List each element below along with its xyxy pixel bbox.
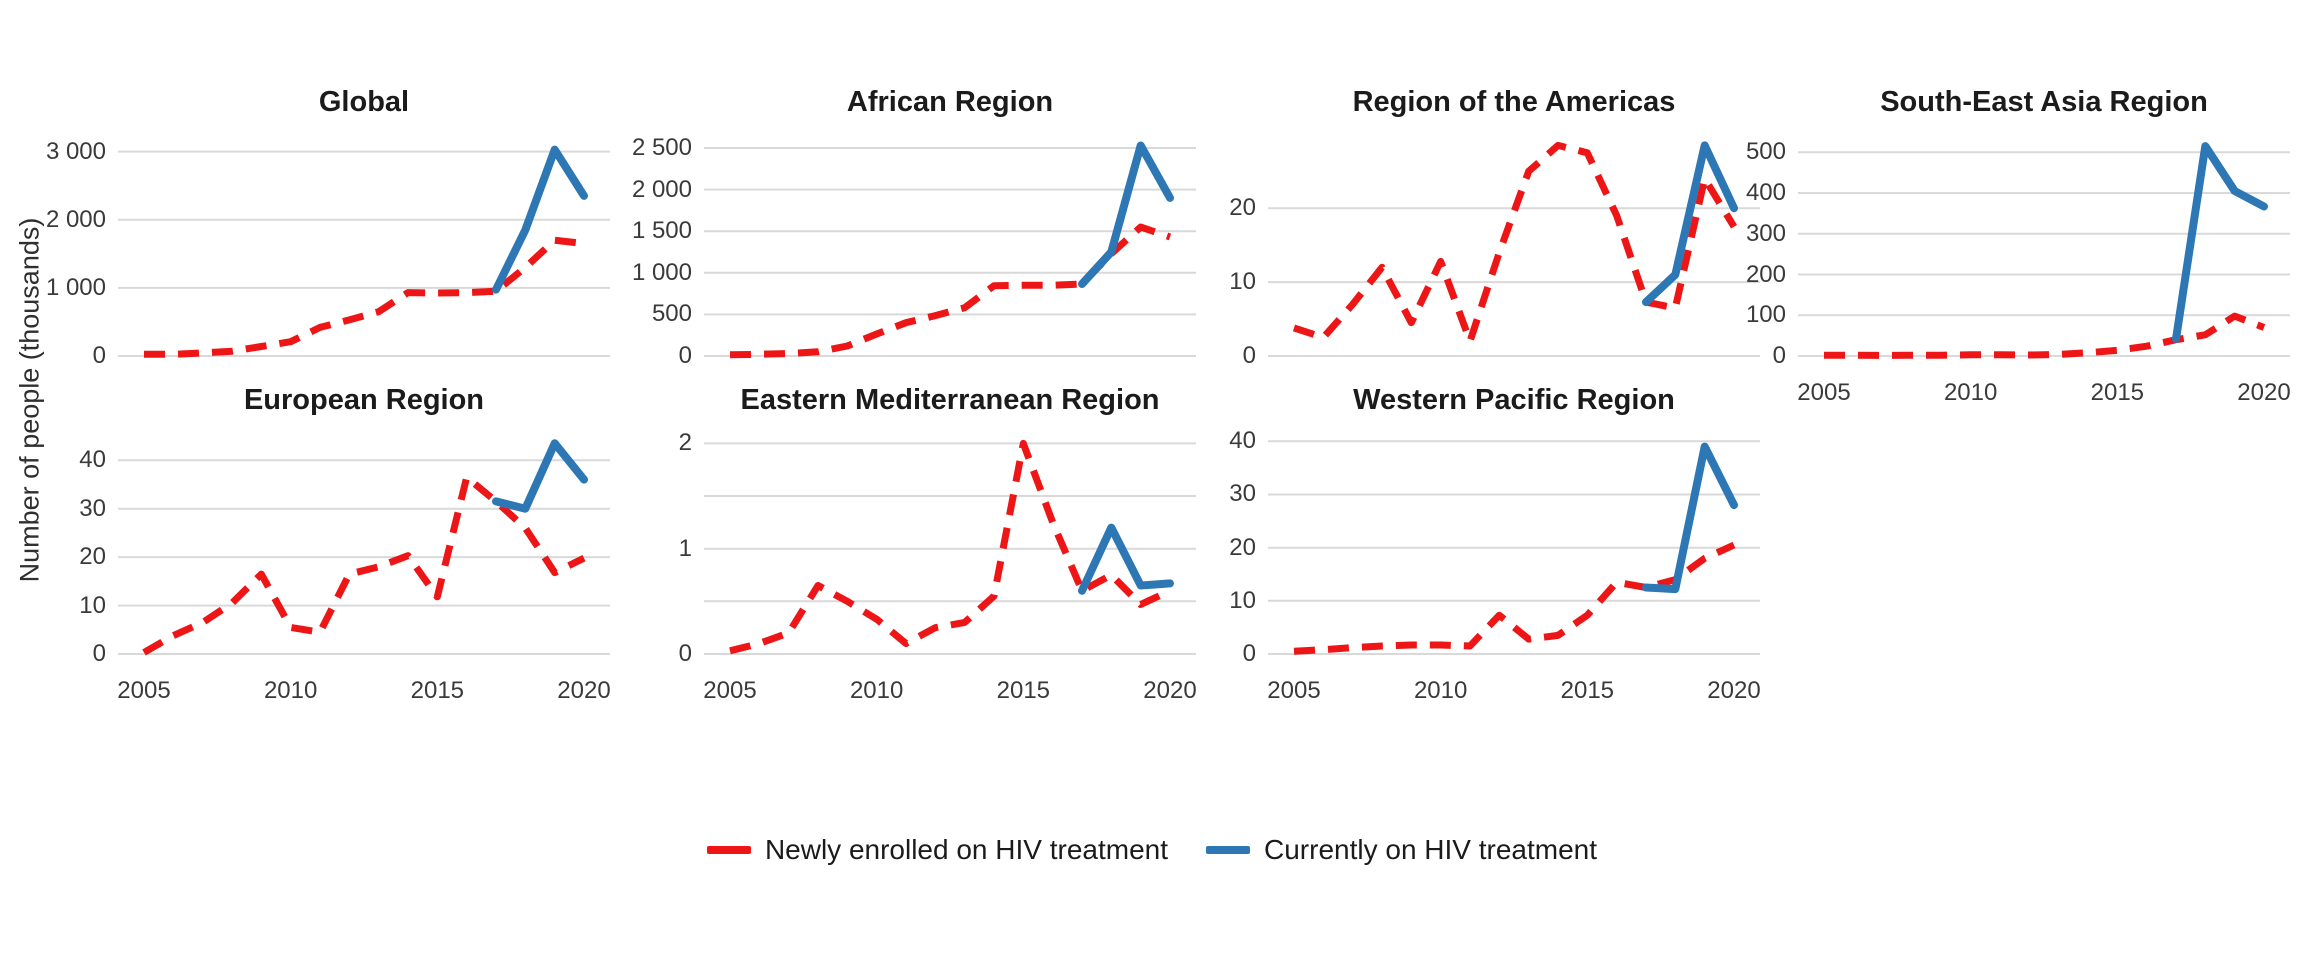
y-tick-label: 0 (678, 342, 692, 369)
x-tick-label: 2015 (410, 677, 465, 704)
y-tick-label: 500 (1745, 138, 1786, 166)
x-tick-label: 2020 (1707, 677, 1761, 704)
x-tick-label: 2015 (2090, 379, 2145, 406)
series-currently-on-line (1078, 141, 1174, 288)
series-currently-on-line (1642, 141, 1738, 307)
y-tick-label: 40 (79, 446, 106, 474)
x-tick-label: 2010 (1413, 677, 1468, 704)
panel-title-region-of-the-americas: Region of the Americas (1352, 86, 1676, 118)
y-tick-label: 0 (1242, 342, 1256, 369)
series-currently-on-line (492, 439, 588, 513)
western-pacific-region-chart (1268, 440, 1760, 655)
panel-title-eastern-mediterranean-region: Eastern Mediterranean Region (740, 384, 1160, 416)
global-chart (118, 145, 610, 358)
legend-label-currently-on: Currently on HIV treatment (1264, 834, 1598, 865)
x-tick-label: 2015 (1560, 677, 1615, 704)
y-tick-label: 3 000 (45, 137, 106, 165)
african-region-chart (704, 141, 1196, 359)
x-tick-label: 2015 (996, 677, 1051, 704)
series-currently-on-line (1642, 442, 1738, 594)
y-tick-label: 0 (92, 640, 106, 667)
y-tick-label: 0 (1772, 342, 1786, 369)
legend-item-currently-on: Currently on HIV treatment (1206, 834, 1597, 866)
y-tick-label: 2 000 (631, 175, 692, 203)
y-tick-label: 40 (1229, 427, 1256, 455)
series-newly-enrolled-line (144, 236, 585, 358)
y-tick-label: 2 (678, 429, 692, 457)
y-tick-label: 500 (651, 300, 692, 328)
y-tick-label: 200 (1745, 260, 1786, 288)
y-tick-label: 10 (1229, 586, 1256, 614)
y-tick-label: 0 (92, 342, 106, 369)
y-tick-label: 400 (1745, 179, 1786, 206)
y-tick-label: 0 (678, 640, 692, 667)
x-tick-label: 2020 (2237, 379, 2291, 406)
y-tick-label: 300 (1745, 219, 1786, 247)
newly-enrolled-dash-key-icon (706, 846, 751, 854)
x-tick-label: 2010 (1943, 379, 1998, 406)
panel-title-south-east-asia-region: South-East Asia Region (1880, 86, 2208, 118)
panel-title-african-region: African Region (846, 86, 1054, 118)
series-newly-enrolled-line (142, 473, 586, 656)
region-of-the-americas-chart (1268, 141, 1760, 357)
y-tick-label: 2 500 (631, 133, 692, 161)
panel-title-european-region: European Region (243, 384, 485, 416)
eastern-mediterranean-region-chart (704, 439, 1196, 655)
y-tick-label: 100 (1745, 301, 1786, 329)
x-tick-label: 2020 (557, 677, 611, 704)
y-tick-label: 1 000 (45, 273, 106, 301)
panel-title-western-pacific-region: Western Pacific Region (1353, 384, 1675, 416)
x-tick-label: 2005 (703, 677, 757, 704)
chart-legend: Newly enrolled on HIV treatment Currentl… (0, 830, 2304, 870)
y-tick-label: 30 (1229, 480, 1256, 508)
series-newly-enrolled-line (1293, 541, 1736, 655)
legend-label-newly-enrolled: Newly enrolled on HIV treatment (764, 834, 1169, 865)
currently-on-line-key-icon (1206, 846, 1251, 854)
y-tick-label: 0 (1242, 640, 1256, 667)
legend-item-newly-enrolled: Newly enrolled on HIV treatment (706, 834, 1169, 866)
series-currently-on-line (2172, 142, 2268, 343)
series-newly-enrolled-line (1824, 312, 2266, 359)
y-tick-label: 30 (79, 494, 106, 522)
x-tick-label: 2010 (263, 677, 318, 704)
series-currently-on-line (492, 145, 588, 294)
x-tick-label: 2020 (1143, 677, 1197, 704)
series-currently-on-line (1078, 523, 1174, 595)
x-tick-label: 2005 (1797, 379, 1851, 406)
y-tick-label: 1 (678, 534, 692, 562)
y-tick-label: 10 (79, 591, 106, 619)
y-tick-label: 2 000 (45, 205, 106, 233)
x-tick-label: 2005 (117, 677, 171, 704)
x-tick-label: 2005 (1267, 677, 1321, 704)
y-tick-label: 10 (1229, 268, 1256, 296)
y-tick-label: 20 (1229, 194, 1256, 222)
series-newly-enrolled-line (729, 439, 1172, 655)
y-tick-label: 1 500 (631, 217, 692, 245)
european-region-chart (118, 439, 610, 656)
series-newly-enrolled-line (729, 223, 1172, 359)
y-tick-label: 1 000 (631, 258, 692, 286)
x-tick-label: 2010 (849, 677, 904, 704)
series-newly-enrolled-line (1292, 141, 1737, 345)
panel-title-global: Global (318, 86, 410, 118)
y-tick-label: 20 (79, 543, 106, 571)
south-east-asia-region-chart (1798, 142, 2290, 359)
y-tick-label: 20 (1229, 533, 1256, 561)
